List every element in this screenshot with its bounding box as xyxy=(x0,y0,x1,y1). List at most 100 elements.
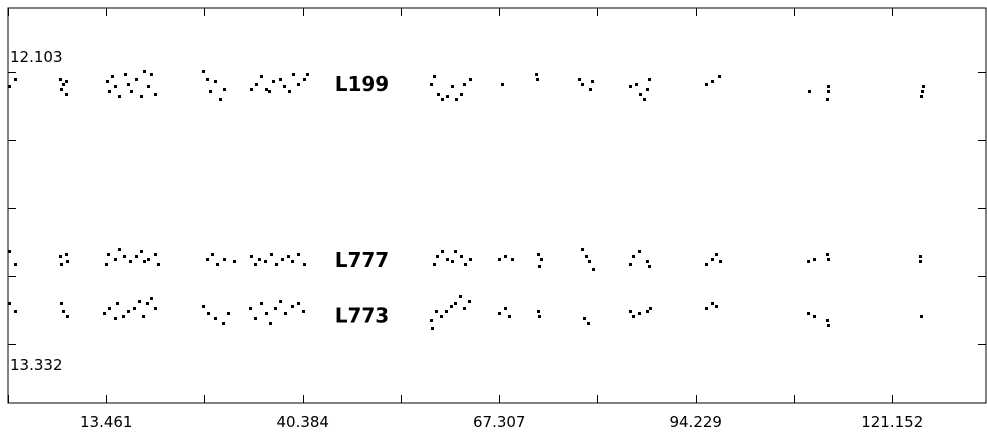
data-point xyxy=(498,258,501,261)
data-point xyxy=(591,80,594,83)
x-tick-label: 121.152 xyxy=(861,413,923,431)
data-point xyxy=(147,85,150,88)
data-point xyxy=(138,300,141,303)
data-point xyxy=(250,88,253,91)
data-point xyxy=(719,260,722,263)
data-point xyxy=(827,324,830,327)
data-point xyxy=(711,258,714,261)
data-point xyxy=(306,73,309,76)
data-point xyxy=(114,85,117,88)
data-point xyxy=(283,85,286,88)
data-point xyxy=(629,263,632,266)
data-point xyxy=(643,98,646,101)
data-point xyxy=(441,98,444,101)
data-point xyxy=(922,85,925,88)
data-point xyxy=(463,307,466,310)
series-layer: L199 L777 L773 xyxy=(8,70,925,330)
data-point xyxy=(281,258,284,261)
data-point xyxy=(260,302,263,305)
data-point xyxy=(219,98,222,101)
data-point xyxy=(511,258,514,261)
data-point xyxy=(464,263,467,266)
data-point xyxy=(211,253,214,256)
data-point xyxy=(435,310,438,313)
series-label: L199 xyxy=(335,72,390,96)
data-point xyxy=(127,310,130,313)
data-point xyxy=(919,255,922,258)
data-point xyxy=(431,327,434,330)
data-point xyxy=(216,263,219,266)
data-point xyxy=(588,260,591,263)
data-point xyxy=(279,300,282,303)
series-l199: L199 xyxy=(8,70,925,101)
data-point xyxy=(154,307,157,310)
data-point xyxy=(827,258,830,261)
data-point xyxy=(469,78,472,81)
data-point xyxy=(711,302,714,305)
data-point xyxy=(460,93,463,96)
data-point xyxy=(14,263,17,266)
data-point xyxy=(60,88,63,91)
data-point xyxy=(592,268,595,271)
data-point xyxy=(269,322,272,325)
data-point xyxy=(135,255,138,258)
data-point xyxy=(504,255,507,258)
data-point xyxy=(635,83,638,86)
data-point xyxy=(254,263,257,266)
data-point xyxy=(455,98,458,101)
data-point xyxy=(288,90,291,93)
data-point xyxy=(65,80,68,83)
x-tick-label: 40.384 xyxy=(276,413,329,431)
data-point xyxy=(705,263,708,266)
data-point xyxy=(143,70,146,73)
data-point xyxy=(291,305,294,308)
y-bottom-label: 13.332 xyxy=(10,356,63,374)
data-point xyxy=(135,78,138,81)
data-point xyxy=(214,317,217,320)
data-point xyxy=(813,258,816,261)
data-point xyxy=(143,260,146,263)
data-point xyxy=(535,73,538,76)
data-point xyxy=(639,93,642,96)
data-point xyxy=(445,310,448,313)
data-point xyxy=(632,255,635,258)
data-point xyxy=(581,248,584,251)
data-point xyxy=(202,305,205,308)
data-point xyxy=(808,90,811,93)
data-point xyxy=(154,253,157,256)
data-point xyxy=(222,322,225,325)
data-point xyxy=(127,83,130,86)
data-point xyxy=(501,83,504,86)
series-l777: L777 xyxy=(8,248,922,272)
data-point xyxy=(508,315,511,318)
data-point xyxy=(469,258,472,261)
data-point xyxy=(279,78,282,81)
data-point xyxy=(130,90,133,93)
data-point xyxy=(103,312,106,315)
data-point xyxy=(8,250,11,253)
data-point xyxy=(437,93,440,96)
y-ticks xyxy=(8,72,986,345)
data-point xyxy=(430,319,433,322)
data-point xyxy=(460,255,463,258)
data-point xyxy=(114,258,117,261)
data-point xyxy=(504,307,507,310)
data-point xyxy=(646,260,649,263)
data-point xyxy=(459,295,462,298)
data-point xyxy=(715,253,718,256)
data-point xyxy=(433,75,436,78)
series-label: L777 xyxy=(335,248,390,272)
data-point xyxy=(202,70,205,73)
data-point xyxy=(8,302,11,305)
data-point xyxy=(275,263,278,266)
data-point xyxy=(436,255,439,258)
data-point xyxy=(705,307,708,310)
data-point xyxy=(430,83,433,86)
data-point xyxy=(150,73,153,76)
data-point xyxy=(274,307,277,310)
data-point xyxy=(538,315,541,318)
data-point xyxy=(118,248,121,251)
data-point xyxy=(129,260,132,263)
data-point xyxy=(537,310,540,313)
